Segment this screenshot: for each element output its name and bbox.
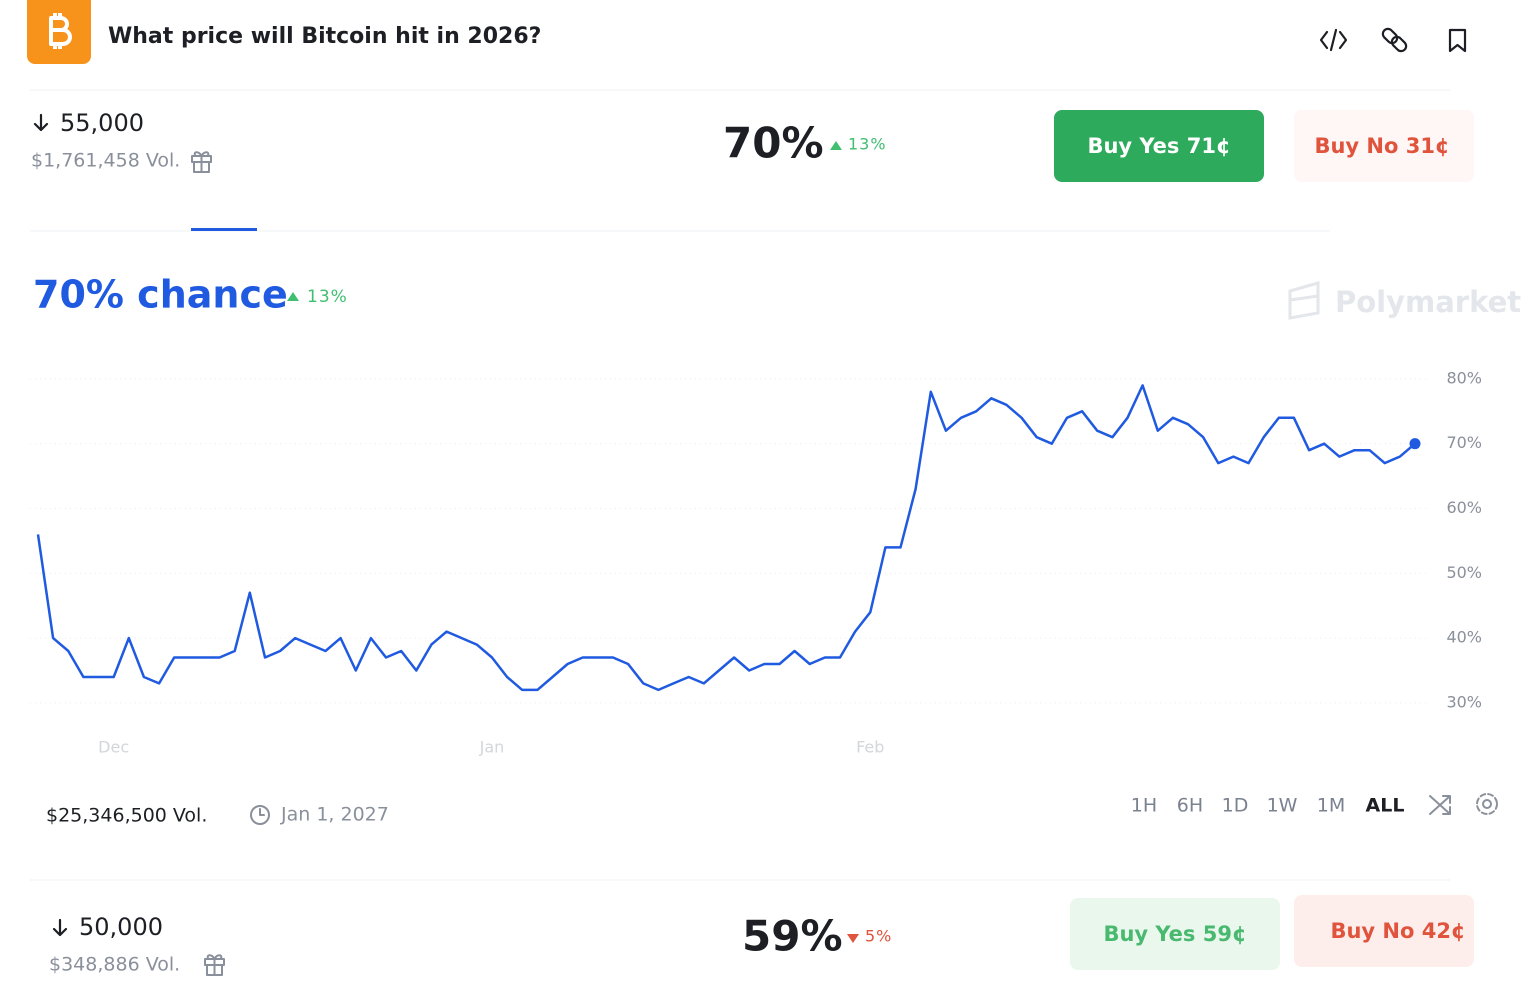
market-volume: $348,886 Vol. bbox=[49, 954, 180, 976]
range-button[interactable]: 6H bbox=[1177, 795, 1203, 817]
down-arrow bbox=[33, 113, 49, 132]
watermark-logo bbox=[1288, 281, 1320, 320]
market-chance: 59% bbox=[742, 912, 843, 961]
shuffle-icon[interactable] bbox=[1429, 795, 1451, 815]
watermark: Polymarket bbox=[1335, 285, 1521, 319]
buy-no-button[interactable] bbox=[1294, 895, 1474, 967]
tab-underline bbox=[191, 228, 257, 231]
chart-change: 13% bbox=[307, 287, 348, 307]
y-tick-label: 40% bbox=[1446, 628, 1482, 647]
down-arrow bbox=[52, 918, 68, 937]
range-selector: 1H 6H 1D 1W 1M ALL bbox=[1131, 795, 1405, 817]
gift-icon bbox=[191, 151, 212, 173]
chart-headline: 70% chance bbox=[33, 273, 288, 317]
y-tick-label: 30% bbox=[1446, 692, 1482, 711]
gift-icon bbox=[204, 954, 225, 976]
total-volume: $25,346,500 Vol. bbox=[46, 805, 207, 827]
buy-no-button[interactable] bbox=[1294, 110, 1474, 182]
settings-icon[interactable] bbox=[1476, 793, 1498, 815]
market-chance: 70% bbox=[723, 119, 824, 168]
range-button[interactable]: 1W bbox=[1267, 795, 1298, 817]
range-button[interactable]: 1D bbox=[1222, 795, 1249, 817]
x-tick-label: Jan bbox=[479, 738, 505, 757]
up-triangle bbox=[830, 141, 842, 150]
market-label: 55,000 bbox=[60, 109, 144, 137]
title: What price will Bitcoin hit in 2026? bbox=[108, 24, 541, 49]
buy-yes-label[interactable]: Buy Yes 59¢ bbox=[1103, 922, 1246, 946]
up-triangle bbox=[287, 292, 299, 301]
market-volume: $1,761,458 Vol. bbox=[31, 150, 180, 172]
buy-no-label[interactable]: Buy No 42¢ bbox=[1330, 919, 1465, 943]
x-tick-label: Feb bbox=[856, 738, 884, 757]
y-tick-label: 80% bbox=[1446, 368, 1482, 387]
buy-yes-button[interactable] bbox=[1070, 898, 1280, 970]
last-point bbox=[1409, 438, 1421, 450]
down-triangle bbox=[847, 934, 859, 943]
range-button[interactable]: 1H bbox=[1131, 795, 1157, 817]
y-tick-label: 60% bbox=[1446, 498, 1482, 517]
market-change: 13% bbox=[848, 135, 887, 154]
range-button[interactable]: ALL bbox=[1366, 795, 1405, 817]
y-tick-label: 70% bbox=[1446, 433, 1482, 452]
buy-yes-label[interactable]: Buy Yes 71¢ bbox=[1087, 134, 1230, 158]
x-tick-label: Dec bbox=[98, 738, 129, 757]
bookmark-icon[interactable] bbox=[1448, 28, 1467, 53]
end-date: Jan 1, 2027 bbox=[280, 804, 389, 826]
buy-yes-button[interactable] bbox=[1054, 110, 1264, 182]
market-change: 5% bbox=[865, 927, 892, 946]
embed-icon[interactable] bbox=[1319, 28, 1348, 52]
clock-icon bbox=[250, 805, 270, 825]
link-icon[interactable] bbox=[1381, 27, 1408, 53]
logo bbox=[27, 0, 91, 64]
y-tick-label: 50% bbox=[1446, 563, 1482, 582]
buy-no-label[interactable]: Buy No 31¢ bbox=[1314, 134, 1449, 158]
market-label: 50,000 bbox=[79, 913, 163, 941]
price-line bbox=[36, 384, 1416, 692]
range-button[interactable]: 1M bbox=[1317, 795, 1345, 817]
chart: 30% 40% 50% 60% 70% 80% Dec Jan Feb bbox=[30, 368, 1482, 757]
